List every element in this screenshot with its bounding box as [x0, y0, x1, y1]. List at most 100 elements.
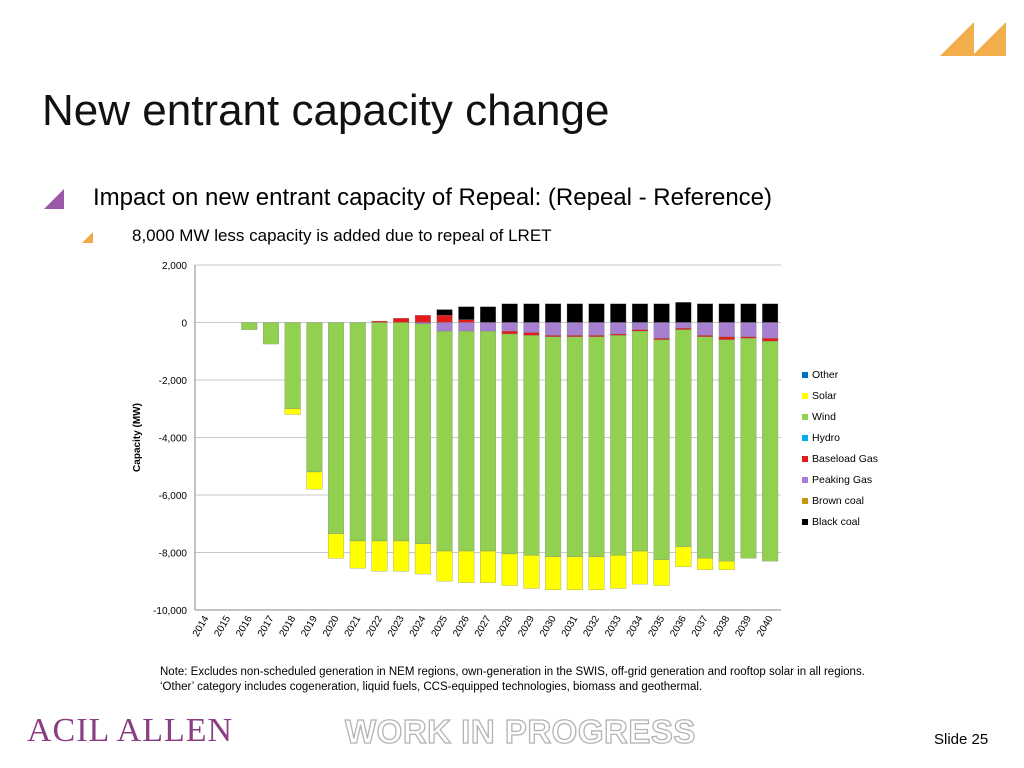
bar-peaking-gas-2031: [566, 322, 583, 336]
bar-peaking-gas-2027: [480, 322, 496, 332]
bar-black-coal-2026: [458, 306, 475, 320]
y-axis-label: Capacity (MW): [132, 403, 143, 472]
x-tick-label: 2037: [690, 614, 711, 639]
x-tick-label: 2029: [516, 614, 537, 639]
bar-wind-2030: [545, 336, 562, 557]
bar-peaking-gas-2032: [588, 322, 605, 336]
bar-wind-2033: [610, 335, 627, 556]
bar-black-coal-2032: [588, 303, 605, 323]
bar-baseload-gas-2035: [653, 338, 670, 340]
bar-solar-2032: [588, 556, 605, 591]
bar-peaking-gas-2030: [545, 322, 562, 336]
bar-wind-2026: [458, 330, 475, 552]
bar-solar-2030: [545, 556, 562, 591]
y-tick-label: -4,000: [159, 434, 188, 445]
x-tick-label: 2040: [755, 614, 776, 639]
bar-black-coal-2031: [566, 303, 583, 323]
bar-black-coal-2027: [480, 306, 496, 323]
bar-baseload-gas-2023: [393, 318, 410, 323]
bar-wind-2040: [762, 341, 779, 562]
bar-wind-2037: [697, 336, 714, 559]
bar-baseload-gas-2033: [610, 333, 627, 336]
bar-black-coal-2025: [436, 309, 453, 316]
bullet-text: Impact on new entrant capacity of Repeal…: [93, 184, 773, 211]
y-tick-label: -10,000: [153, 606, 187, 617]
bar-solar-2027: [480, 550, 496, 583]
bar-solar-2024: [414, 543, 431, 575]
y-tick-label: -2,000: [159, 376, 188, 387]
legend-swatch: [802, 498, 808, 504]
bar-black-coal-2037: [697, 303, 714, 323]
y-tick-label: 0: [181, 319, 187, 330]
x-tick-label: 2038: [712, 614, 733, 639]
legend-swatch: [802, 435, 808, 441]
bar-baseload-gas-2026: [458, 319, 475, 323]
bar-black-coal-2033: [610, 303, 627, 323]
y-tick-label: -8,000: [159, 549, 188, 560]
bar-wind-2035: [653, 339, 670, 560]
bar-solar-2029: [523, 555, 540, 589]
bar-peaking-gas-2034: [631, 322, 648, 330]
bar-black-coal-2040: [762, 303, 779, 323]
bar-baseload-gas-2036: [675, 328, 692, 330]
bar-baseload-gas-2024: [414, 315, 431, 323]
bar-wind-2022: [371, 322, 388, 542]
bar-wind-2017: [262, 322, 279, 345]
bar-baseload-gas-2029: [523, 332, 540, 336]
x-tick-label: 2017: [256, 614, 277, 639]
x-tick-label: 2018: [278, 614, 299, 639]
bar-black-coal-2030: [545, 303, 562, 323]
work-in-progress-watermark: WORK IN PROGRESS: [344, 712, 696, 750]
bar-black-coal-2028: [501, 303, 518, 323]
bar-peaking-gas-2036: [675, 322, 692, 329]
x-tick-label: 2026: [451, 614, 472, 639]
legend-label: Peaking Gas: [812, 474, 872, 486]
x-tick-label: 2014: [191, 614, 212, 639]
bar-solar-2036: [675, 546, 692, 568]
logo-triangle-right-icon: [972, 22, 1006, 56]
bar-peaking-gas-2039: [740, 322, 757, 338]
bar-solar-2031: [566, 556, 583, 591]
bar-solar-2034: [631, 550, 648, 585]
bar-wind-2027: [480, 330, 496, 552]
x-tick-label: 2035: [647, 614, 668, 639]
bar-wind-2028: [501, 333, 518, 555]
legend-label: Black coal: [812, 516, 860, 528]
x-tick-label: 2020: [321, 614, 342, 639]
bar-wind-2025: [436, 330, 453, 552]
x-tick-label: 2016: [234, 614, 255, 639]
x-tick-label: 2028: [495, 614, 516, 639]
x-tick-label: 2039: [733, 614, 754, 639]
x-tick-label: 2031: [560, 614, 581, 639]
bar-baseload-gas-2022: [371, 320, 388, 323]
x-tick-label: 2030: [538, 614, 559, 639]
legend-swatch: [802, 519, 808, 525]
bar-wind-2031: [566, 336, 583, 557]
bar-solar-2022: [371, 540, 388, 572]
bar-wind-2024: [414, 323, 431, 545]
bar-black-coal-2029: [523, 303, 540, 323]
sub-bullet-triangle-icon: [82, 232, 93, 243]
bar-solar-2021: [349, 540, 366, 569]
sub-bullet-text: 8,000 MW less capacity is added due to r…: [132, 226, 552, 245]
x-tick-label: 2023: [386, 614, 407, 639]
bar-peaking-gas-2029: [523, 322, 540, 333]
bar-baseload-gas-2028: [501, 330, 518, 335]
legend-swatch: [802, 456, 808, 462]
x-tick-label: 2032: [581, 614, 602, 639]
legend-swatch: [802, 372, 808, 378]
bar-solar-2026: [458, 550, 475, 583]
x-tick-label: 2036: [668, 614, 689, 639]
legend-label: Other: [812, 369, 839, 381]
x-tick-label: 2024: [408, 614, 429, 639]
slide-number: Slide 25: [934, 731, 989, 748]
brand-logo: ACIL ALLEN: [27, 712, 234, 749]
x-tick-label: 2021: [343, 614, 364, 639]
legend-label: Hydro: [812, 432, 840, 444]
x-tick-label: 2033: [603, 614, 624, 639]
bar-peaking-gas-2026: [458, 322, 475, 332]
x-tick-label: 2027: [473, 614, 494, 639]
bar-baseload-gas-2032: [588, 335, 605, 338]
bar-peaking-gas-2024: [414, 322, 431, 325]
bar-solar-2018: [284, 408, 301, 415]
